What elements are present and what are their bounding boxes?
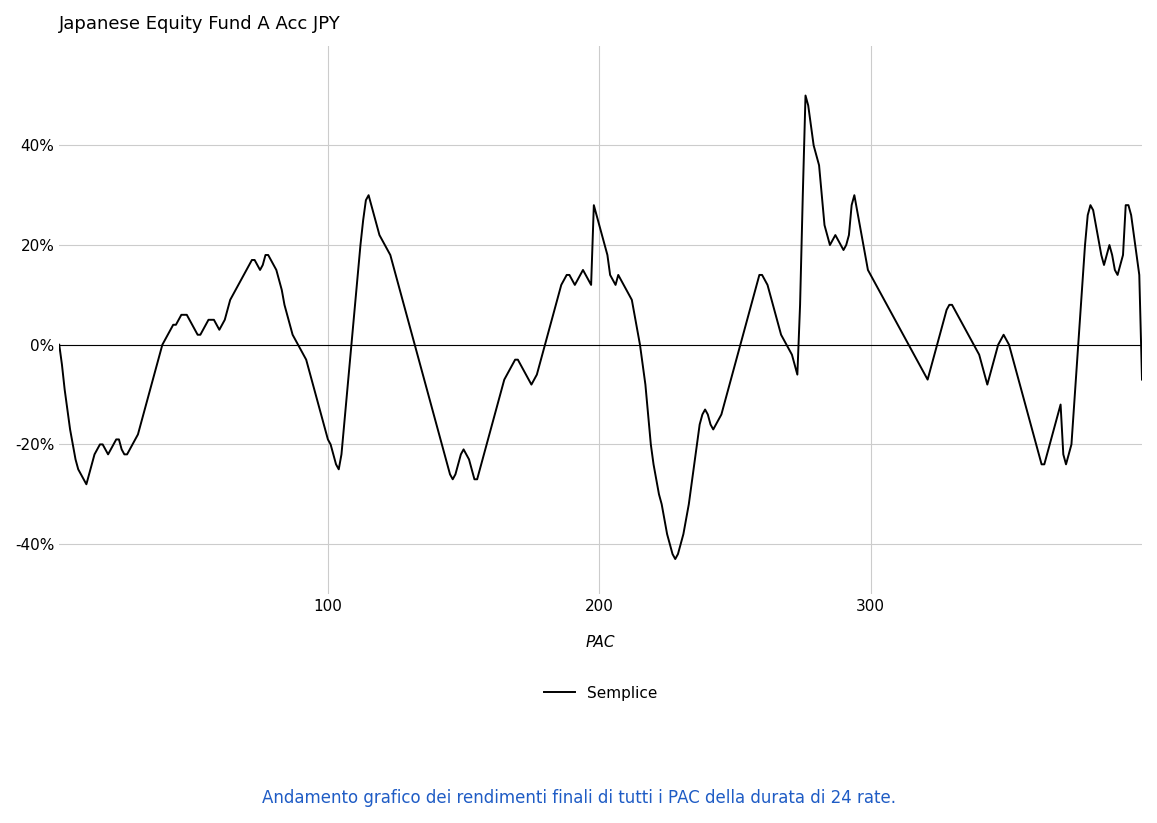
Text: Japanese Equity Fund A Acc JPY: Japanese Equity Fund A Acc JPY	[59, 15, 341, 33]
Text: Andamento grafico dei rendimenti finali di tutti i PAC della durata di 24 rate.: Andamento grafico dei rendimenti finali …	[261, 788, 896, 807]
X-axis label: PAC: PAC	[585, 635, 616, 649]
Legend: Semplice: Semplice	[538, 680, 663, 707]
